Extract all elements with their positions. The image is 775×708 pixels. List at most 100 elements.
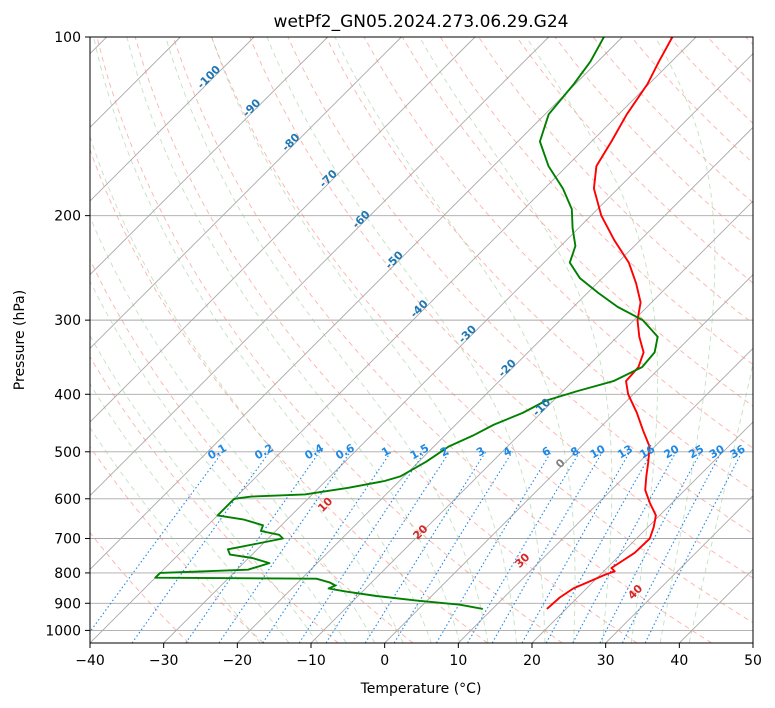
isotherm-line	[90, 37, 623, 570]
y-tick-label: 200	[54, 209, 81, 225]
mixing-ratio-line	[325, 451, 451, 643]
y-tick-label: 600	[54, 492, 81, 508]
moist-adiabat-line	[334, 37, 576, 643]
mixing-ratio-label: 1.5	[408, 441, 431, 462]
mixing-ratio-line	[599, 451, 702, 643]
y-tick-label: 1000	[45, 623, 81, 639]
mixing-ratio-line	[644, 451, 743, 643]
isotherm-line	[679, 568, 753, 643]
mixing-ratio-label: 25	[686, 442, 706, 461]
isotherm-line	[531, 421, 753, 643]
mixing-ratio-line	[545, 451, 653, 643]
mixing-ratio-label: 10	[588, 442, 608, 461]
mixing-ratio-line	[298, 451, 426, 643]
dry-adiabat-line	[707, 37, 753, 85]
mixing-ratio-label: 20	[662, 442, 682, 461]
x-tick-label: 40	[670, 653, 688, 669]
chart-title: wetPf2_GN05.2024.273.06.29.G24	[274, 12, 569, 32]
dry-adiabat-line	[211, 37, 753, 624]
isotherm-line	[90, 37, 697, 643]
y-axis: 1000 900 800 700 600 500 400 300 200 100	[45, 30, 90, 639]
mixing-ratio-label: 0.1	[205, 441, 228, 462]
isotherm-label: -100	[195, 63, 224, 92]
y-tick-label: 800	[54, 566, 81, 582]
mixing-ratio-label: 13	[615, 442, 635, 461]
isotherm-line	[310, 200, 753, 643]
moist-adiabat-line	[90, 215, 376, 643]
dry-adiabat-line	[669, 37, 753, 125]
y-axis-label: Pressure (hPa)	[12, 290, 28, 390]
isotherm-line	[384, 274, 753, 643]
isotherm-label: -70	[317, 167, 340, 190]
x-tick-label: 10	[449, 653, 467, 669]
isotherm-label: -60	[350, 208, 373, 231]
dry-adiabat-line	[90, 258, 414, 643]
x-tick-label: −40	[75, 653, 105, 669]
moist-adiabat-line	[93, 37, 432, 643]
moist-adiabat-line	[90, 426, 261, 643]
x-tick-label: 0	[380, 653, 389, 669]
dry-adiabat-label: 40	[625, 582, 645, 602]
mixing-ratio-label: 30	[707, 442, 727, 461]
x-tick-label: −20	[223, 653, 253, 669]
dry-adiabat-line	[90, 148, 488, 643]
dry-adiabat-line	[90, 355, 339, 643]
dry-adiabat-line	[90, 445, 264, 643]
x-tick-label: 50	[744, 653, 762, 669]
x-axis-label: Temperature (°C)	[360, 681, 482, 697]
moist-adiabat-line	[525, 37, 659, 643]
isotherm-line	[752, 642, 753, 643]
mixing-ratio-line	[262, 451, 392, 643]
dry-adiabat-line	[134, 37, 638, 643]
dry-adiabat-line	[172, 37, 712, 643]
moist-adiabat-line	[688, 361, 753, 643]
dry-adiabat-line	[516, 37, 753, 284]
isotherm-label: -30	[456, 322, 479, 345]
isotherm-line	[458, 347, 753, 643]
moist-adiabat-line	[126, 37, 461, 643]
mixing-ratio-label: 36	[728, 442, 748, 461]
dry-adiabat-line	[401, 37, 753, 407]
x-axis: −40 −30 −20 −10 0 10 20 30 40 50	[75, 643, 762, 669]
moist-adiabat-line	[90, 383, 290, 643]
inline-line-labels: -100-90-80-70-60-50-40-30-20-100.1 0.2 0.4…	[195, 63, 748, 602]
x-tick-label: −10	[296, 653, 326, 669]
moist-adiabat-line	[211, 37, 517, 643]
y-tick-label: 500	[54, 445, 81, 461]
x-tick-label: −30	[149, 653, 179, 669]
dry-adiabat-label: 20	[410, 522, 430, 542]
mixing-ratio-line	[572, 451, 677, 643]
mixing-ratio-label: 0.6	[333, 441, 357, 462]
moist-adiabat-line	[654, 37, 716, 643]
dry-adiabat-line	[440, 37, 753, 366]
y-tick-label: 300	[54, 313, 81, 329]
mixing-ratio-label: 0.2	[252, 441, 275, 462]
y-tick-label: 100	[54, 30, 81, 46]
moist-adiabat-line	[90, 135, 404, 643]
plot-frame	[89, 36, 754, 644]
mixing-ratio-label: 16	[637, 442, 657, 461]
dry-adiabat-line	[745, 37, 753, 46]
moist-adiabat-line	[90, 334, 319, 643]
x-tick-label: 20	[523, 653, 541, 669]
dry-adiabat-label: 30	[512, 550, 532, 570]
dry-adiabat-line	[96, 37, 563, 643]
x-tick-label: 30	[597, 653, 615, 669]
background-lines	[90, 37, 753, 643]
moist-adiabat-label: 0	[553, 456, 568, 471]
isotherm-line	[90, 37, 328, 276]
mixing-ratio-label: 0.4	[303, 441, 327, 462]
isotherm-line	[605, 495, 753, 643]
isotherm-label: -90	[240, 96, 263, 119]
isotherm-label: -20	[496, 356, 519, 379]
y-tick-label: 700	[54, 532, 81, 548]
mixing-ratio-line	[218, 451, 351, 643]
sounding-lines	[154, 37, 674, 610]
isotherm-line	[237, 126, 753, 643]
y-tick-label: 400	[54, 387, 81, 403]
mixing-ratio-line	[435, 451, 552, 643]
mixing-ratio-line	[521, 451, 631, 643]
dry-adiabat-line	[287, 37, 753, 535]
dry-adiabat-line	[554, 37, 753, 244]
